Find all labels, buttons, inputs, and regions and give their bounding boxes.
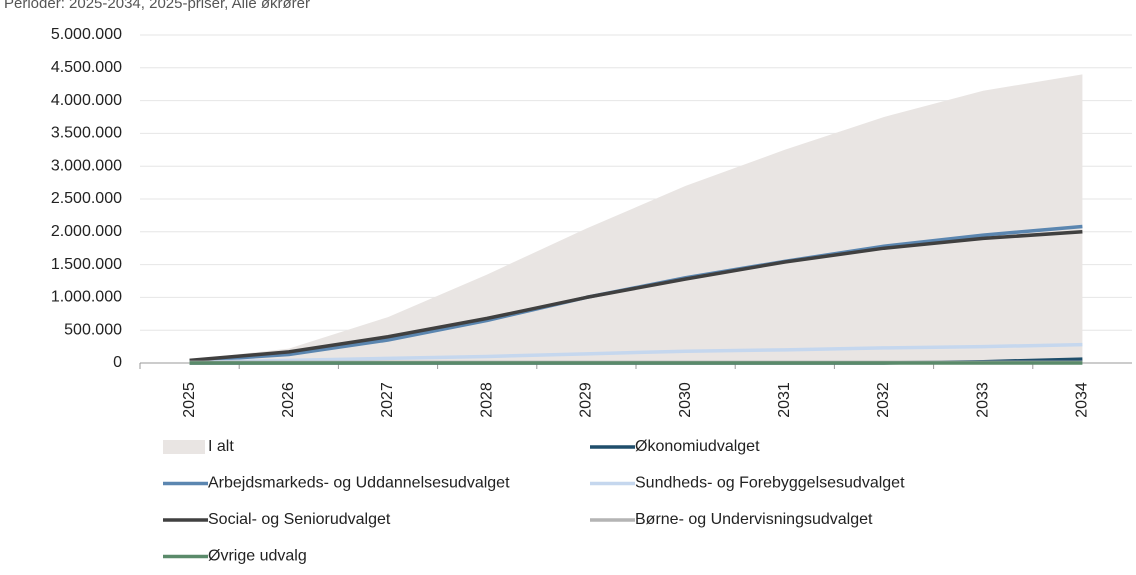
x-tick-label: 2026: [280, 382, 297, 418]
line: [189, 230, 1083, 363]
x-tick-label: 2025: [181, 382, 198, 418]
y-tick-label: 1.000.000: [51, 289, 122, 306]
legend-label: Social- og Seniorudvalget: [208, 511, 391, 528]
x-tick-label: 2031: [776, 382, 793, 418]
x-tick-label: 2029: [578, 382, 595, 418]
chart-subtitle: Perioder: 2025-2034, 2025-priser, Alle ø…: [4, 0, 310, 12]
line: [189, 342, 1083, 365]
y-tick-label: 3.500.000: [51, 125, 122, 142]
y-tick-label: 2.000.000: [51, 223, 122, 240]
area: [189, 74, 1083, 364]
x-tick-label: 2033: [974, 382, 991, 418]
y-tick-label: 0: [113, 354, 122, 371]
y-tick-label: 500.000: [64, 321, 122, 338]
legend-label: I alt: [208, 438, 234, 455]
legend-label: Sundheds- og Forebyggelsesudvalget: [635, 475, 905, 492]
legend-label: Arbejdsmarkeds- og Uddannelsesudvalget: [208, 475, 510, 492]
x-tick-label: 2028: [478, 382, 495, 418]
x-tick-label: 2030: [677, 382, 694, 418]
legend-swatch: [163, 440, 205, 454]
y-tick-label: 4.500.000: [51, 59, 122, 76]
x-tick-label: 2027: [379, 382, 396, 418]
legend-label: Øvrige udvalg: [208, 548, 307, 565]
y-tick-label: 2.500.000: [51, 190, 122, 207]
x-tick-label: 2032: [875, 382, 892, 418]
legend-label: Økonomiudvalget: [635, 438, 760, 455]
y-tick-label: 5.000.000: [51, 26, 122, 43]
x-tick-label: 2034: [1074, 382, 1091, 418]
y-tick-label: 1.500.000: [51, 256, 122, 273]
y-tick-label: 3.000.000: [51, 157, 122, 174]
legend-label: Børne- og Undervisningsudvalget: [635, 511, 873, 528]
y-tick-label: 4.000.000: [51, 92, 122, 109]
